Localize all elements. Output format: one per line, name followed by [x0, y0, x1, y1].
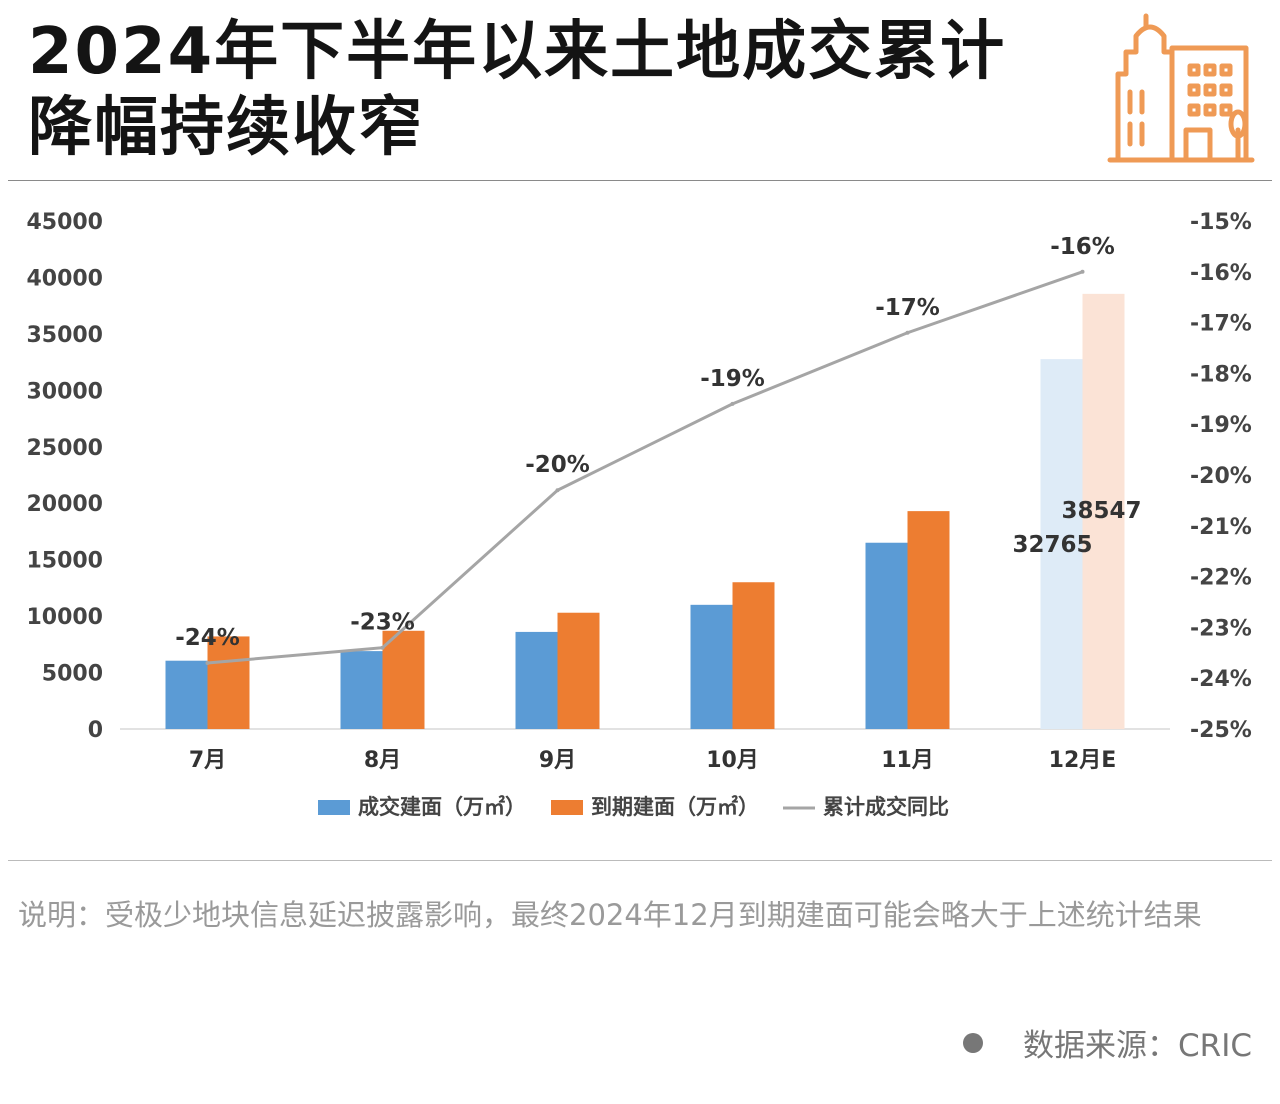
bullet-icon	[963, 1032, 984, 1053]
x-category-label: 10月	[706, 748, 759, 773]
y-left-tick-label: 25000	[26, 436, 103, 461]
bar-data-label: 32765	[1012, 532, 1092, 558]
y-right-tick-label: -17%	[1190, 312, 1252, 337]
line-point	[205, 660, 210, 665]
legend-swatch-transaction	[318, 800, 350, 815]
y-right-tick-label: -15%	[1190, 210, 1252, 235]
line-series-path	[207, 270, 1083, 665]
x-category-label: 8月	[364, 748, 401, 773]
data-source-text: 数据来源：CRIC	[1023, 1028, 1252, 1064]
line-point	[905, 330, 910, 335]
legend-label-transaction: 成交建面（万㎡）	[358, 795, 526, 819]
y-right-tick-label: -22%	[1190, 566, 1252, 591]
line-data-label: -20%	[525, 452, 590, 478]
chart-title: 2024年下半年以来土地成交累计 降幅持续收窄	[28, 14, 1108, 166]
x-category-label: 7月	[189, 748, 226, 773]
line-data-label: -19%	[700, 366, 765, 392]
line-data-label: -24%	[175, 625, 240, 651]
city-buildings-icon	[1106, 12, 1256, 168]
y-left-tick-label: 10000	[26, 605, 103, 630]
y-right-tick-label: -24%	[1190, 667, 1252, 692]
footer-divider	[8, 860, 1272, 861]
line-data-label: -23%	[350, 610, 415, 636]
y-axis-left: 0 5000 10000 15000 20000 25000 30000 35000 40000…	[26, 210, 103, 743]
y-left-tick-label: 5000	[42, 662, 103, 687]
bar-expiring-area	[1082, 293, 1125, 729]
x-category-label: 12月E	[1049, 748, 1117, 773]
bar-transaction-area	[690, 604, 733, 729]
y-right-tick-label: -16%	[1190, 261, 1252, 286]
line-point	[380, 645, 385, 650]
line-data-label: -16%	[1050, 234, 1115, 260]
title-line-2: 降幅持续收窄	[28, 91, 424, 165]
bar-transaction-area	[865, 542, 908, 729]
cumulative-yoy-line: -24% -23% -20% -19% -17% -16%	[175, 234, 1115, 665]
y-right-tick-label: -23%	[1190, 616, 1252, 641]
bar-expiring-area	[732, 582, 775, 729]
y-axis-right: -25% -24% -23% -22% -21% -20% -19% -18% -17% -16%…	[1190, 210, 1252, 743]
bar-data-label: 38547	[1061, 498, 1141, 524]
legend-label-line: 累计成交同比	[823, 795, 949, 819]
bar-expiring-area	[557, 612, 600, 729]
line-point	[555, 488, 560, 493]
y-left-tick-label: 40000	[26, 266, 103, 291]
y-left-tick-label: 35000	[26, 323, 103, 348]
bar-transaction-area	[1040, 359, 1083, 729]
bars: 32765 38547	[165, 293, 1142, 729]
line-data-label: -17%	[875, 295, 940, 321]
bar-transaction-area	[165, 660, 208, 729]
bar-line-chart: 0 5000 10000 15000 20000 25000 30000 35000 40000…	[26, 210, 1252, 819]
data-source: 数据来源：CRIC	[963, 1020, 1252, 1065]
line-point	[730, 401, 735, 406]
bar-expiring-area	[207, 636, 250, 729]
y-left-tick-label: 15000	[26, 549, 103, 574]
y-right-tick-label: -25%	[1190, 718, 1252, 743]
x-category-label: 11月	[881, 748, 934, 773]
legend-swatch-expiring	[551, 800, 583, 815]
legend-label-expiring: 到期建面（万㎡）	[591, 795, 759, 819]
y-left-tick-label: 45000	[26, 210, 103, 235]
legend: 成交建面（万㎡） 到期建面（万㎡） 累计成交同比	[318, 795, 949, 819]
title-line-1: 2024年下半年以来土地成交累计	[28, 15, 1007, 89]
x-axis: 7月 8月 9月 10月 11月 12月E	[189, 748, 1116, 773]
y-left-tick-label: 20000	[26, 492, 103, 517]
y-left-tick-label: 30000	[26, 379, 103, 404]
line-point	[1080, 269, 1085, 274]
y-right-tick-label: -18%	[1190, 362, 1252, 387]
footnote: 说明：受极少地块信息延迟披露影响，最终2024年12月到期建面可能会略大于上述统…	[18, 898, 1202, 932]
y-right-tick-label: -19%	[1190, 413, 1252, 438]
bar-transaction-area	[340, 651, 383, 729]
bar-transaction-area	[515, 631, 558, 729]
y-right-tick-label: -21%	[1190, 515, 1252, 540]
y-right-tick-label: -20%	[1190, 464, 1252, 489]
bar-expiring-area	[382, 630, 425, 729]
x-category-label: 9月	[539, 748, 576, 773]
bar-expiring-area	[907, 511, 950, 729]
y-left-tick-label: 0	[88, 718, 103, 743]
title-divider	[8, 180, 1272, 181]
